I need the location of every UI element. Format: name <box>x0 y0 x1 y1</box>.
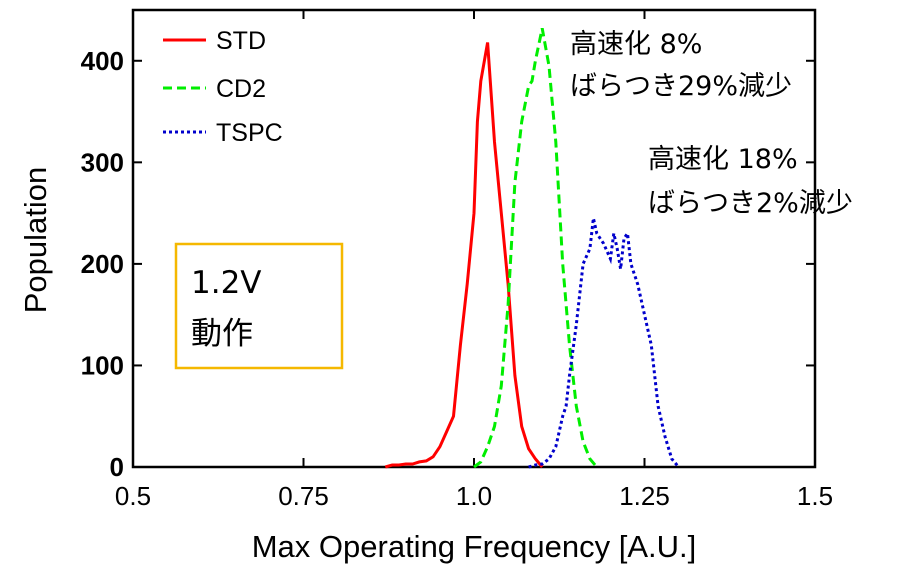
condition-operation: 動作 <box>191 316 253 352</box>
annotation-speedup: 高速化 8% <box>570 29 702 60</box>
x-tick-label: 1.25 <box>619 481 670 511</box>
x-tick-labels: 0.5 0.75 1.0 1.25 1.5 <box>115 481 833 511</box>
y-tick-labels: 0 100 200 300 400 <box>81 46 124 482</box>
legend: STD CD2 TSPC <box>163 27 283 147</box>
x-tick-label: 1.5 <box>797 481 833 511</box>
y-tick-label: 300 <box>81 147 124 177</box>
series-line-std <box>384 42 544 469</box>
legend-label-std: STD <box>216 27 266 55</box>
x-axis-label: Max Operating Frequency [A.U.] <box>252 529 697 564</box>
legend-label-cd2: CD2 <box>216 75 266 103</box>
series-layer <box>384 27 680 469</box>
series-line-tspc <box>528 217 680 469</box>
y-tick-label: 200 <box>81 249 124 279</box>
x-tick-label: 1.0 <box>456 481 492 511</box>
y-tick-label: 0 <box>110 452 124 482</box>
x-tick-label: 0.5 <box>115 481 151 511</box>
y-axis-label: Population <box>18 167 53 314</box>
y-tick-label: 100 <box>81 350 124 380</box>
condition-box-frame <box>174 242 344 370</box>
condition-box: 1.2V 動作 <box>174 242 344 370</box>
series-line-cd2 <box>473 27 598 469</box>
annotation-variation: ばらつき2%減少 <box>648 188 853 219</box>
annotation-speedup: 高速化 18% <box>648 144 798 175</box>
legend-label-tspc: TSPC <box>216 119 283 147</box>
x-tick-label: 0.75 <box>278 481 329 511</box>
y-tick-label: 400 <box>81 46 124 76</box>
axis-ticks <box>132 10 816 468</box>
annotation-tspc: 高速化 18% ばらつき2%減少 <box>648 144 853 219</box>
annotation-cd2: 高速化 8% ばらつき29%減少 <box>570 29 792 102</box>
annotation-variation: ばらつき29%減少 <box>570 71 792 102</box>
condition-voltage: 1.2V <box>191 265 262 301</box>
